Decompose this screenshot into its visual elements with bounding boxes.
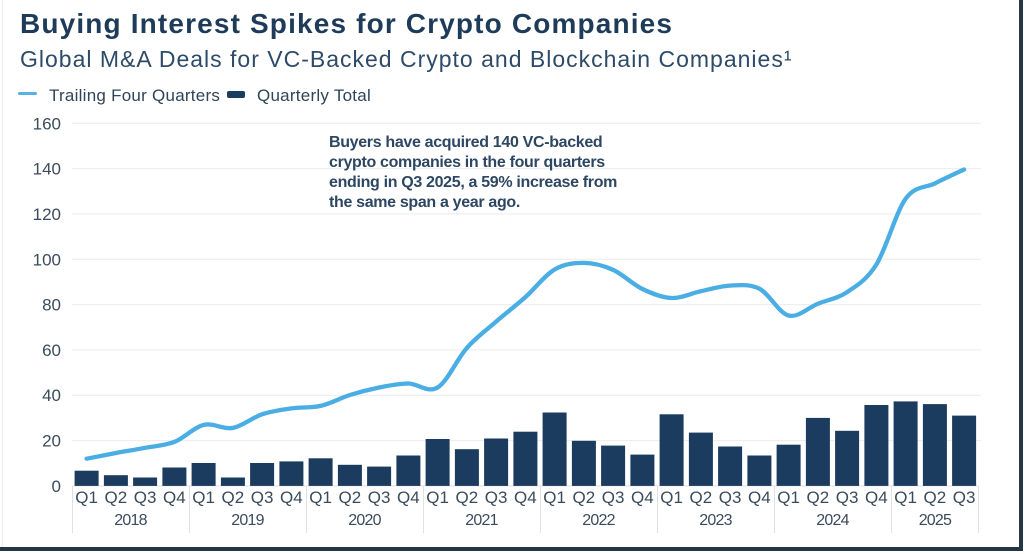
svg-text:Q2: Q2	[339, 488, 362, 507]
svg-text:Q2: Q2	[222, 488, 245, 507]
svg-text:Q2: Q2	[690, 488, 713, 507]
svg-text:2023: 2023	[699, 512, 732, 529]
svg-text:Q1: Q1	[192, 488, 215, 507]
svg-text:Q3: Q3	[251, 488, 274, 507]
svg-text:Q4: Q4	[163, 488, 186, 507]
svg-text:Q4: Q4	[748, 488, 771, 507]
svg-text:Q4: Q4	[514, 488, 537, 507]
svg-text:2020: 2020	[348, 512, 381, 529]
svg-text:Q3: Q3	[836, 488, 859, 507]
svg-text:Q3: Q3	[602, 488, 625, 507]
svg-text:Q3: Q3	[485, 488, 508, 507]
svg-text:Q1: Q1	[75, 488, 98, 507]
svg-text:Q3: Q3	[134, 488, 157, 507]
svg-text:Q4: Q4	[631, 488, 654, 507]
svg-text:Q1: Q1	[309, 488, 332, 507]
svg-text:Q1: Q1	[660, 488, 683, 507]
svg-text:2021: 2021	[465, 512, 498, 529]
svg-text:20: 20	[42, 432, 61, 451]
svg-text:160: 160	[33, 114, 61, 133]
svg-text:Q3: Q3	[719, 488, 742, 507]
svg-text:2019: 2019	[231, 512, 264, 529]
svg-text:Q4: Q4	[397, 488, 420, 507]
svg-text:Q1: Q1	[426, 488, 449, 507]
svg-text:80: 80	[42, 296, 61, 315]
svg-text:2022: 2022	[582, 512, 615, 529]
svg-text:Q1: Q1	[894, 488, 917, 507]
svg-text:Q4: Q4	[865, 488, 888, 507]
svg-text:2025: 2025	[919, 512, 952, 529]
svg-text:100: 100	[33, 250, 61, 269]
svg-text:0: 0	[52, 477, 61, 496]
svg-text:2024: 2024	[816, 512, 849, 529]
svg-text:Q3: Q3	[368, 488, 391, 507]
svg-text:Q3: Q3	[953, 488, 976, 507]
svg-text:Q1: Q1	[543, 488, 566, 507]
svg-text:120: 120	[33, 205, 61, 224]
svg-text:Q1: Q1	[777, 488, 800, 507]
svg-text:Q2: Q2	[105, 488, 128, 507]
svg-text:Q2: Q2	[807, 488, 830, 507]
svg-text:40: 40	[42, 386, 61, 405]
svg-text:2018: 2018	[114, 512, 147, 529]
svg-text:140: 140	[33, 160, 61, 179]
svg-text:Q2: Q2	[573, 488, 596, 507]
svg-text:Q2: Q2	[456, 488, 479, 507]
svg-text:60: 60	[42, 341, 61, 360]
svg-text:Q4: Q4	[280, 488, 303, 507]
svg-text:Q2: Q2	[924, 488, 947, 507]
